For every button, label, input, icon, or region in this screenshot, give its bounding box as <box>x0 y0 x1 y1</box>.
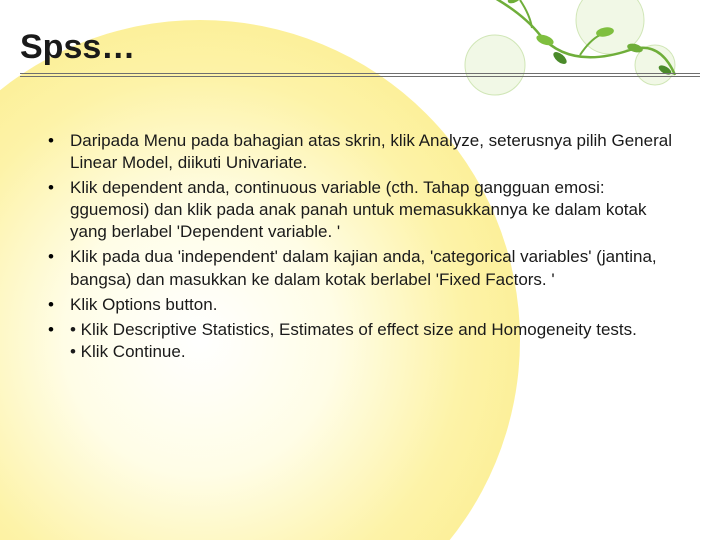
bullet-text: Klik pada dua 'independent' dalam kajian… <box>70 247 657 288</box>
list-item: Klik pada dua 'independent' dalam kajian… <box>42 246 680 290</box>
list-item: • Klik Descriptive Statistics, Estimates… <box>42 319 680 363</box>
bullet-text: • Klik Descriptive Statistics, Estimates… <box>70 320 637 339</box>
bullet-text: Daripada Menu pada bahagian atas skrin, … <box>70 131 672 172</box>
slide-title: Spss… <box>20 28 700 67</box>
title-underline <box>20 73 700 79</box>
list-item: Klik dependent anda, continuous variable… <box>42 177 680 243</box>
bullet-text: Klik dependent anda, continuous variable… <box>70 178 646 241</box>
list-item: Klik Options button. <box>42 294 680 316</box>
list-item: Daripada Menu pada bahagian atas skrin, … <box>42 130 680 174</box>
bullet-text: Klik Options button. <box>70 295 217 314</box>
slide-body: Daripada Menu pada bahagian atas skrin, … <box>42 130 680 366</box>
bullet-list: Daripada Menu pada bahagian atas skrin, … <box>42 130 680 363</box>
title-bar: Spss… <box>20 28 700 79</box>
slide: Spss… Daripada Menu pada bahagian atas s… <box>0 0 720 540</box>
bullet-subtext: • Klik Continue. <box>70 341 680 363</box>
